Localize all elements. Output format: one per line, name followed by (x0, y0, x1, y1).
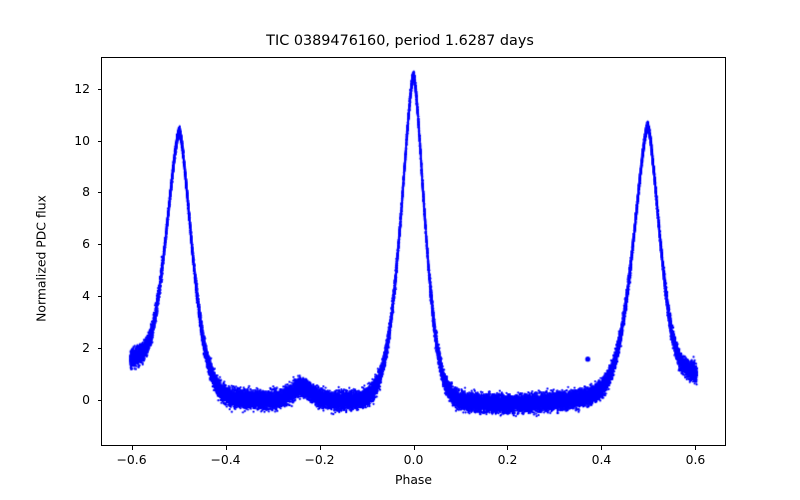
y-tick-label: 4 (82, 288, 90, 304)
y-tick-label: 2 (82, 339, 90, 355)
x-tick-label: 0.4 (591, 452, 612, 467)
scatter-data-layer (102, 58, 725, 445)
x-tick-mark (319, 446, 321, 450)
y-tick-mark (97, 140, 101, 142)
y-tick-mark (97, 399, 101, 401)
x-tick-mark (225, 446, 227, 450)
page-title: TIC 0389476160, period 1.6287 days (266, 33, 534, 49)
y-tick-label: 8 (82, 184, 90, 200)
x-tick-label: −0.6 (116, 452, 147, 467)
x-tick-mark (413, 446, 415, 450)
x-tick-label: 0.2 (497, 452, 518, 467)
x-tick-mark (695, 446, 697, 450)
y-tick-mark (97, 192, 101, 194)
x-tick-mark (507, 446, 509, 450)
x-tick-label: −0.2 (304, 452, 335, 467)
y-tick-label: 6 (82, 236, 90, 252)
y-tick-label: 12 (74, 80, 90, 96)
y-tick-mark (97, 296, 101, 298)
y-tick-mark (97, 88, 101, 90)
y-tick-mark (97, 347, 101, 349)
y-tick-mark (97, 244, 101, 246)
x-axis-label: Phase (395, 472, 432, 487)
x-tick-label: 0.0 (403, 452, 424, 467)
x-tick-mark (131, 446, 133, 450)
y-tick-label: 0 (82, 391, 90, 407)
x-tick-label: 0.6 (685, 452, 706, 467)
x-tick-mark (601, 446, 603, 450)
y-axis-label: Normalized PDC flux (33, 195, 49, 322)
y-tick-label: 10 (74, 132, 90, 148)
plot-axes-frame (101, 57, 726, 446)
x-tick-label: −0.4 (210, 452, 241, 467)
